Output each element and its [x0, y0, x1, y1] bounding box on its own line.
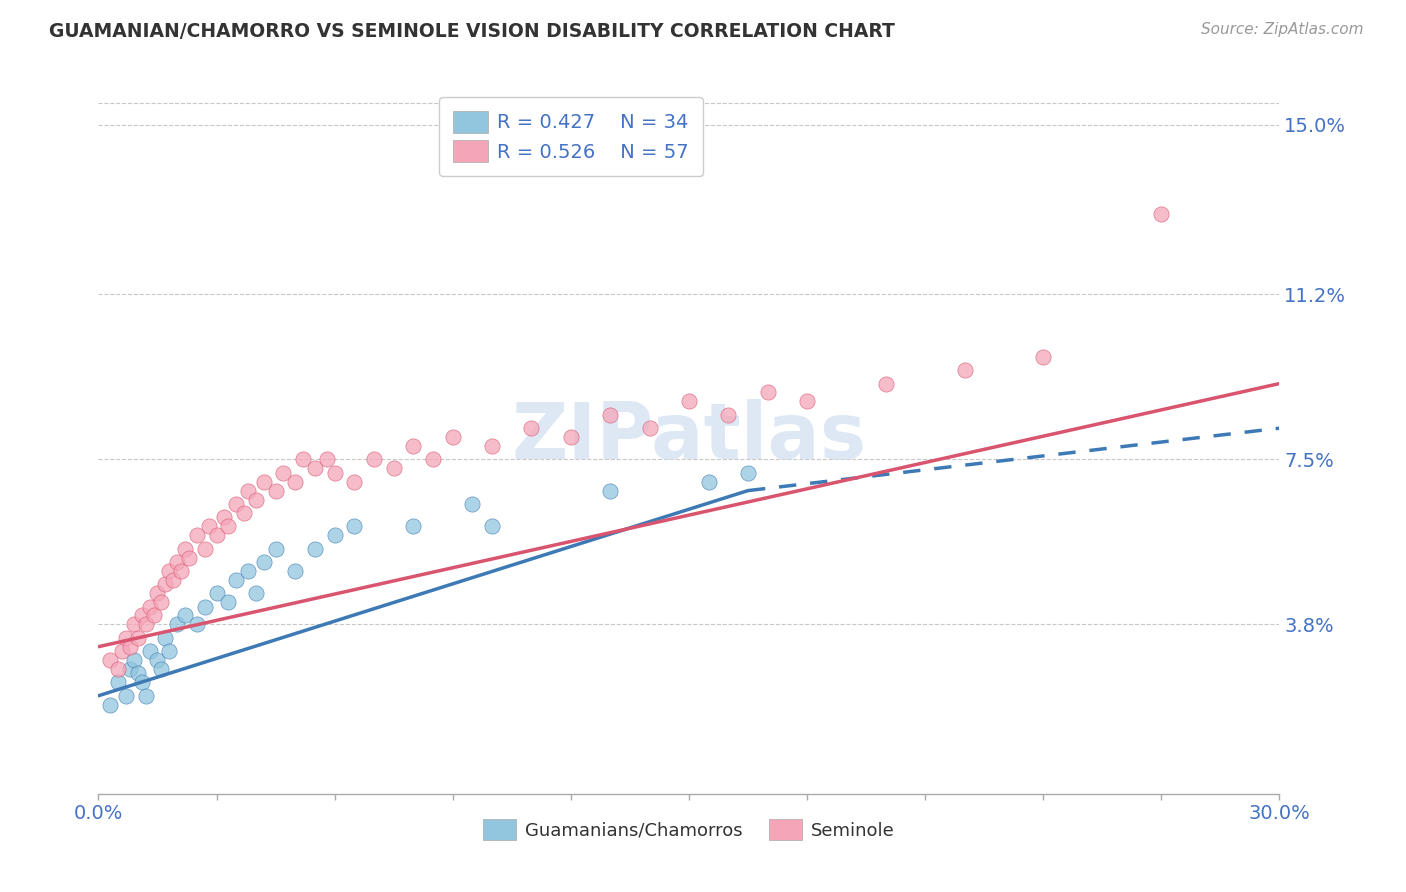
Point: [441, 430, 464, 444]
Point: [131, 608, 153, 623]
Point: [194, 541, 217, 556]
Point: [264, 541, 287, 556]
Point: [166, 555, 188, 569]
Point: [363, 452, 385, 467]
Point: [343, 475, 366, 489]
Point: [253, 475, 276, 489]
Text: GUAMANIAN/CHAMORRO VS SEMINOLE VISION DISABILITY CORRELATION CHART: GUAMANIAN/CHAMORRO VS SEMINOLE VISION DI…: [49, 22, 896, 41]
Point: [162, 573, 184, 587]
Point: [186, 617, 208, 632]
Point: [245, 586, 267, 600]
Point: [678, 394, 700, 409]
Point: [599, 408, 621, 422]
Legend: Guamanians/Chamorros, Seminole: Guamanians/Chamorros, Seminole: [474, 810, 904, 849]
Point: [150, 662, 173, 676]
Point: [737, 466, 759, 480]
Point: [174, 608, 197, 623]
Point: [273, 466, 295, 480]
Point: [98, 698, 121, 712]
Point: [107, 675, 129, 690]
Point: [118, 640, 141, 654]
Point: [205, 528, 228, 542]
Point: [225, 497, 247, 511]
Point: [122, 653, 145, 667]
Point: [214, 510, 236, 524]
Point: [146, 586, 169, 600]
Point: [135, 617, 157, 632]
Point: [304, 461, 326, 475]
Point: [343, 519, 366, 533]
Point: [157, 644, 180, 658]
Point: [236, 483, 259, 498]
Point: [122, 617, 145, 632]
Point: [560, 430, 582, 444]
Point: [205, 586, 228, 600]
Point: [150, 595, 173, 609]
Point: [115, 689, 138, 703]
Point: [304, 541, 326, 556]
Point: [245, 492, 267, 507]
Point: [292, 452, 315, 467]
Text: ZIPatlas: ZIPatlas: [512, 399, 866, 475]
Point: [170, 564, 193, 578]
Point: [115, 631, 138, 645]
Point: [264, 483, 287, 498]
Point: [717, 408, 740, 422]
Point: [520, 421, 543, 435]
Point: [217, 519, 239, 533]
Point: [197, 519, 219, 533]
Point: [382, 461, 405, 475]
Point: [186, 528, 208, 542]
Point: [236, 564, 259, 578]
Point: [194, 599, 217, 614]
Point: [875, 376, 897, 391]
Point: [107, 662, 129, 676]
Point: [422, 452, 444, 467]
Point: [155, 577, 177, 591]
Point: [135, 689, 157, 703]
Point: [225, 573, 247, 587]
Point: [155, 631, 177, 645]
Point: [323, 528, 346, 542]
Point: [166, 617, 188, 632]
Point: [217, 595, 239, 609]
Point: [599, 483, 621, 498]
Point: [402, 439, 425, 453]
Point: [157, 564, 180, 578]
Point: [402, 519, 425, 533]
Point: [481, 519, 503, 533]
Point: [98, 653, 121, 667]
Point: [323, 466, 346, 480]
Point: [284, 475, 307, 489]
Point: [796, 394, 818, 409]
Point: [138, 644, 160, 658]
Point: [138, 599, 160, 614]
Point: [233, 506, 256, 520]
Point: [111, 644, 134, 658]
Point: [127, 631, 149, 645]
Point: [697, 475, 720, 489]
Point: [127, 666, 149, 681]
Point: [177, 550, 200, 565]
Point: [142, 608, 165, 623]
Point: [253, 555, 276, 569]
Point: [146, 653, 169, 667]
Point: [315, 452, 337, 467]
Point: [118, 662, 141, 676]
Point: [953, 363, 976, 377]
Point: [131, 675, 153, 690]
Text: Source: ZipAtlas.com: Source: ZipAtlas.com: [1201, 22, 1364, 37]
Point: [756, 385, 779, 400]
Point: [174, 541, 197, 556]
Point: [284, 564, 307, 578]
Point: [481, 439, 503, 453]
Point: [1032, 350, 1054, 364]
Point: [461, 497, 484, 511]
Point: [1150, 207, 1173, 221]
Point: [638, 421, 661, 435]
